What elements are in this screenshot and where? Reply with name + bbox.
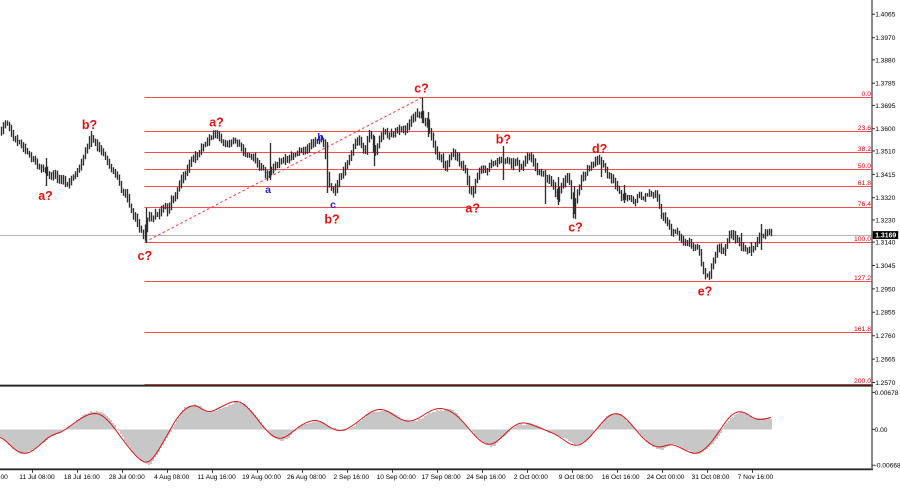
svg-text:1.2855: 1.2855 [875, 310, 896, 317]
svg-text:0.00678: 0.00678 [875, 390, 899, 397]
svg-text:1.3140: 1.3140 [875, 240, 896, 247]
svg-text:c?: c? [414, 82, 429, 96]
svg-text:4 Aug 08:00: 4 Aug 08:00 [154, 474, 190, 481]
svg-text:b?: b? [82, 118, 97, 132]
svg-text:1.3785: 1.3785 [875, 81, 896, 88]
svg-text:e?: e? [698, 285, 713, 299]
svg-text:00: 00 [1, 474, 9, 481]
svg-text:1.2570: 1.2570 [875, 380, 896, 387]
svg-text:161.8: 161.8 [854, 326, 871, 333]
svg-text:1.3320: 1.3320 [875, 195, 896, 202]
svg-text:0.00: 0.00 [875, 427, 888, 434]
svg-text:9 Oct 08:00: 9 Oct 08:00 [559, 474, 593, 481]
svg-text:100.0: 100.0 [854, 236, 871, 243]
svg-text:a?: a? [465, 202, 480, 216]
svg-text:50.0: 50.0 [858, 163, 871, 170]
svg-text:11 Jul 08:00: 11 Jul 08:00 [19, 474, 55, 481]
svg-text:127.2: 127.2 [854, 275, 871, 282]
svg-text:c: c [330, 199, 336, 211]
svg-text:31 Oct 08:00: 31 Oct 08:00 [692, 474, 730, 481]
svg-text:1.3880: 1.3880 [875, 57, 896, 64]
svg-text:76.4: 76.4 [858, 201, 871, 208]
svg-text:2 Oct 00:00: 2 Oct 00:00 [514, 474, 548, 481]
svg-text:-0.00668: -0.00668 [875, 463, 900, 470]
svg-text:1.4065: 1.4065 [875, 12, 896, 19]
svg-text:1.3169: 1.3169 [875, 233, 896, 240]
svg-text:0.0: 0.0 [862, 91, 872, 98]
svg-text:38.2: 38.2 [858, 146, 871, 153]
svg-text:a?: a? [209, 116, 224, 130]
svg-text:d?: d? [592, 142, 607, 156]
svg-text:1.3230: 1.3230 [875, 217, 896, 224]
svg-text:b?: b? [496, 132, 511, 146]
svg-text:28 Jul 00:00: 28 Jul 00:00 [109, 474, 145, 481]
svg-text:11 Aug 16:00: 11 Aug 16:00 [197, 474, 236, 481]
svg-text:1.3970: 1.3970 [875, 35, 896, 42]
svg-text:26 Aug 08:00: 26 Aug 08:00 [287, 474, 326, 481]
svg-text:61.8: 61.8 [858, 180, 871, 187]
svg-text:7 Nov 16:00: 7 Nov 16:00 [738, 474, 774, 481]
svg-text:1.3510: 1.3510 [875, 148, 896, 155]
svg-text:16 Oct 16:00: 16 Oct 16:00 [602, 474, 640, 481]
svg-text:19 Aug 00:00: 19 Aug 00:00 [242, 474, 281, 481]
svg-text:1.3600: 1.3600 [875, 126, 896, 133]
svg-text:1.2950: 1.2950 [875, 286, 896, 293]
svg-text:1.2760: 1.2760 [875, 333, 896, 340]
svg-text:b?: b? [324, 212, 339, 226]
svg-text:17 Sep 08:00: 17 Sep 08:00 [421, 474, 461, 481]
svg-text:23.6: 23.6 [858, 125, 871, 132]
svg-text:1.3415: 1.3415 [875, 172, 896, 179]
svg-text:a: a [265, 184, 271, 196]
svg-text:2 Sep 16:00: 2 Sep 16:00 [334, 474, 370, 481]
svg-text:b: b [317, 132, 323, 144]
svg-text:200.0: 200.0 [854, 378, 871, 385]
svg-text:1.2665: 1.2665 [875, 357, 896, 364]
svg-text:24 Oct 00:00: 24 Oct 00:00 [647, 474, 685, 481]
svg-text:a?: a? [38, 189, 53, 203]
svg-text:18 Jul 16:00: 18 Jul 16:00 [64, 474, 100, 481]
svg-text:1.3695: 1.3695 [875, 103, 896, 110]
svg-text:1.3045: 1.3045 [875, 263, 896, 270]
svg-text:10 Sep 00:00: 10 Sep 00:00 [377, 474, 417, 481]
svg-text:24 Sep 16:00: 24 Sep 16:00 [466, 474, 506, 481]
svg-text:c?: c? [138, 249, 153, 263]
svg-text:c?: c? [568, 221, 583, 235]
